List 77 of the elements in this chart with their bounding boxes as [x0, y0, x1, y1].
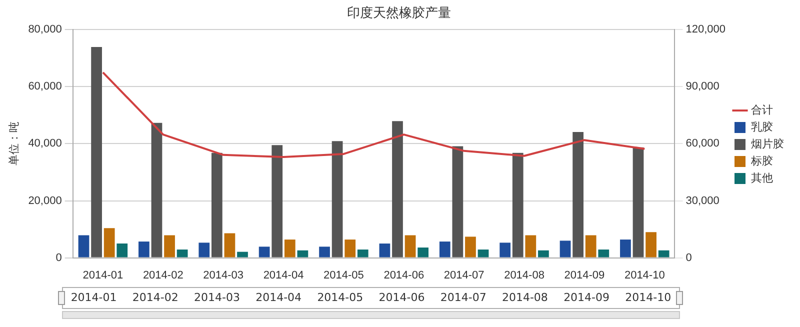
y-axis-title: 单位：吨 [8, 122, 21, 166]
y-tick-label: 60,000 [28, 80, 62, 93]
bar [452, 146, 464, 258]
legend-label: 其他 [751, 172, 773, 185]
bar [297, 250, 308, 258]
y2-tick-label: 0 [686, 252, 692, 264]
category-label: 2014-03 [194, 291, 240, 304]
bar [224, 233, 236, 258]
y-tick-label: 20,000 [28, 194, 62, 207]
category-label: 2014-01 [70, 291, 117, 304]
x-tick-label: 2014-05 [324, 269, 364, 282]
bar [91, 47, 102, 258]
legend-label: 乳胶 [751, 120, 773, 134]
bar [116, 244, 128, 258]
x-tick-label: 2014-07 [444, 269, 484, 282]
bar [572, 132, 584, 258]
bar [198, 242, 210, 258]
y2-tick-label: 30,000 [686, 194, 720, 207]
bar [620, 240, 631, 258]
bar [237, 252, 248, 258]
x-tick-label: 2014-01 [82, 269, 124, 282]
x-tick-label: 2014-03 [203, 269, 244, 282]
bar [392, 121, 403, 258]
category-label: 2014-10 [625, 291, 672, 304]
bar [598, 250, 610, 258]
category-label: 2014-04 [256, 291, 302, 304]
bar [538, 250, 549, 258]
x-tick-label: 2014-06 [384, 269, 424, 282]
bar [439, 242, 450, 258]
category-label: 2014-02 [132, 291, 178, 304]
x-tick-label: 2014-02 [142, 269, 184, 282]
bar [404, 235, 416, 258]
y-tick-label: 80,000 [28, 24, 62, 36]
y2-tick-label: 120,000 [686, 24, 726, 36]
bar [632, 147, 644, 258]
bar [512, 152, 524, 258]
bar [138, 242, 150, 258]
bar [646, 232, 656, 258]
bar [319, 246, 330, 258]
category-label: 2014-08 [502, 291, 548, 304]
y-tick-label: 40,000 [28, 138, 62, 150]
y2-tick-label: 60,000 [686, 138, 720, 150]
bar [560, 240, 571, 258]
category-label: 2014-07 [440, 291, 486, 304]
category-label: 2014-09 [564, 291, 610, 304]
legend-label: 合计 [751, 104, 773, 117]
bar [78, 235, 90, 258]
legend-label: 烟片胶 [751, 138, 784, 151]
bar [379, 244, 390, 258]
chart-title: 印度天然橡胶产量 [347, 5, 451, 22]
bar [332, 141, 343, 258]
bar [104, 228, 115, 258]
x-tick-label: 2014-04 [263, 269, 304, 282]
y2-tick-label: 90,000 [686, 80, 720, 93]
y-tick-label: 0 [56, 252, 62, 264]
bar [465, 236, 476, 258]
category-label: 2014-05 [317, 291, 364, 304]
x-tick-label: 2014-10 [624, 269, 665, 282]
bar [284, 240, 296, 258]
bar [272, 145, 283, 258]
category-label: 2014-06 [378, 291, 425, 304]
bar [151, 122, 162, 258]
bar [344, 240, 356, 258]
bar [418, 248, 429, 258]
bar [658, 250, 670, 258]
bar [500, 242, 511, 258]
legend-label: 标胶 [750, 154, 773, 168]
bar [585, 235, 596, 258]
bar [211, 152, 222, 258]
bar [258, 246, 270, 258]
x-tick-label: 2014-09 [564, 269, 605, 282]
x-tick-label: 2014-08 [504, 269, 544, 282]
bar [164, 235, 175, 258]
bar [525, 235, 536, 258]
bar [478, 250, 489, 258]
bar [357, 250, 368, 258]
bar [176, 250, 188, 258]
